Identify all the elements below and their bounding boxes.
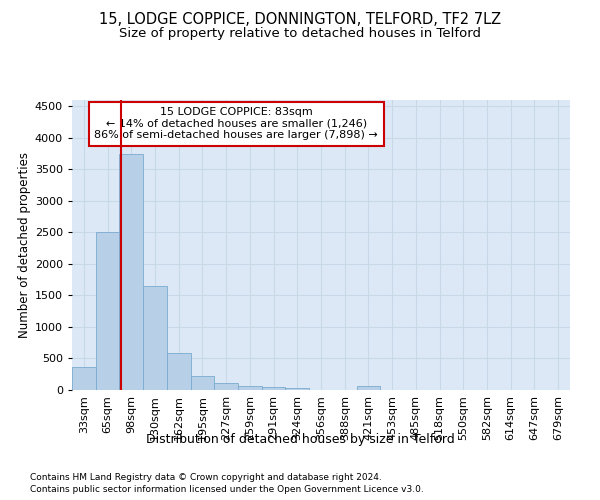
Text: 15, LODGE COPPICE, DONNINGTON, TELFORD, TF2 7LZ: 15, LODGE COPPICE, DONNINGTON, TELFORD, … bbox=[99, 12, 501, 28]
Text: Contains public sector information licensed under the Open Government Licence v3: Contains public sector information licen… bbox=[30, 485, 424, 494]
Bar bbox=[167, 353, 191, 390]
Bar bbox=[96, 232, 119, 390]
Bar bbox=[356, 386, 380, 390]
Bar bbox=[238, 386, 262, 390]
Text: Size of property relative to detached houses in Telford: Size of property relative to detached ho… bbox=[119, 28, 481, 40]
Text: Contains HM Land Registry data © Crown copyright and database right 2024.: Contains HM Land Registry data © Crown c… bbox=[30, 472, 382, 482]
Bar bbox=[262, 388, 286, 390]
Bar bbox=[119, 154, 143, 390]
Text: Distribution of detached houses by size in Telford: Distribution of detached houses by size … bbox=[146, 432, 454, 446]
Y-axis label: Number of detached properties: Number of detached properties bbox=[17, 152, 31, 338]
Bar bbox=[286, 388, 309, 390]
Bar bbox=[72, 366, 96, 390]
Bar bbox=[143, 286, 167, 390]
Text: 15 LODGE COPPICE: 83sqm
← 14% of detached houses are smaller (1,246)
86% of semi: 15 LODGE COPPICE: 83sqm ← 14% of detache… bbox=[94, 108, 378, 140]
Bar bbox=[191, 376, 214, 390]
Bar bbox=[214, 383, 238, 390]
